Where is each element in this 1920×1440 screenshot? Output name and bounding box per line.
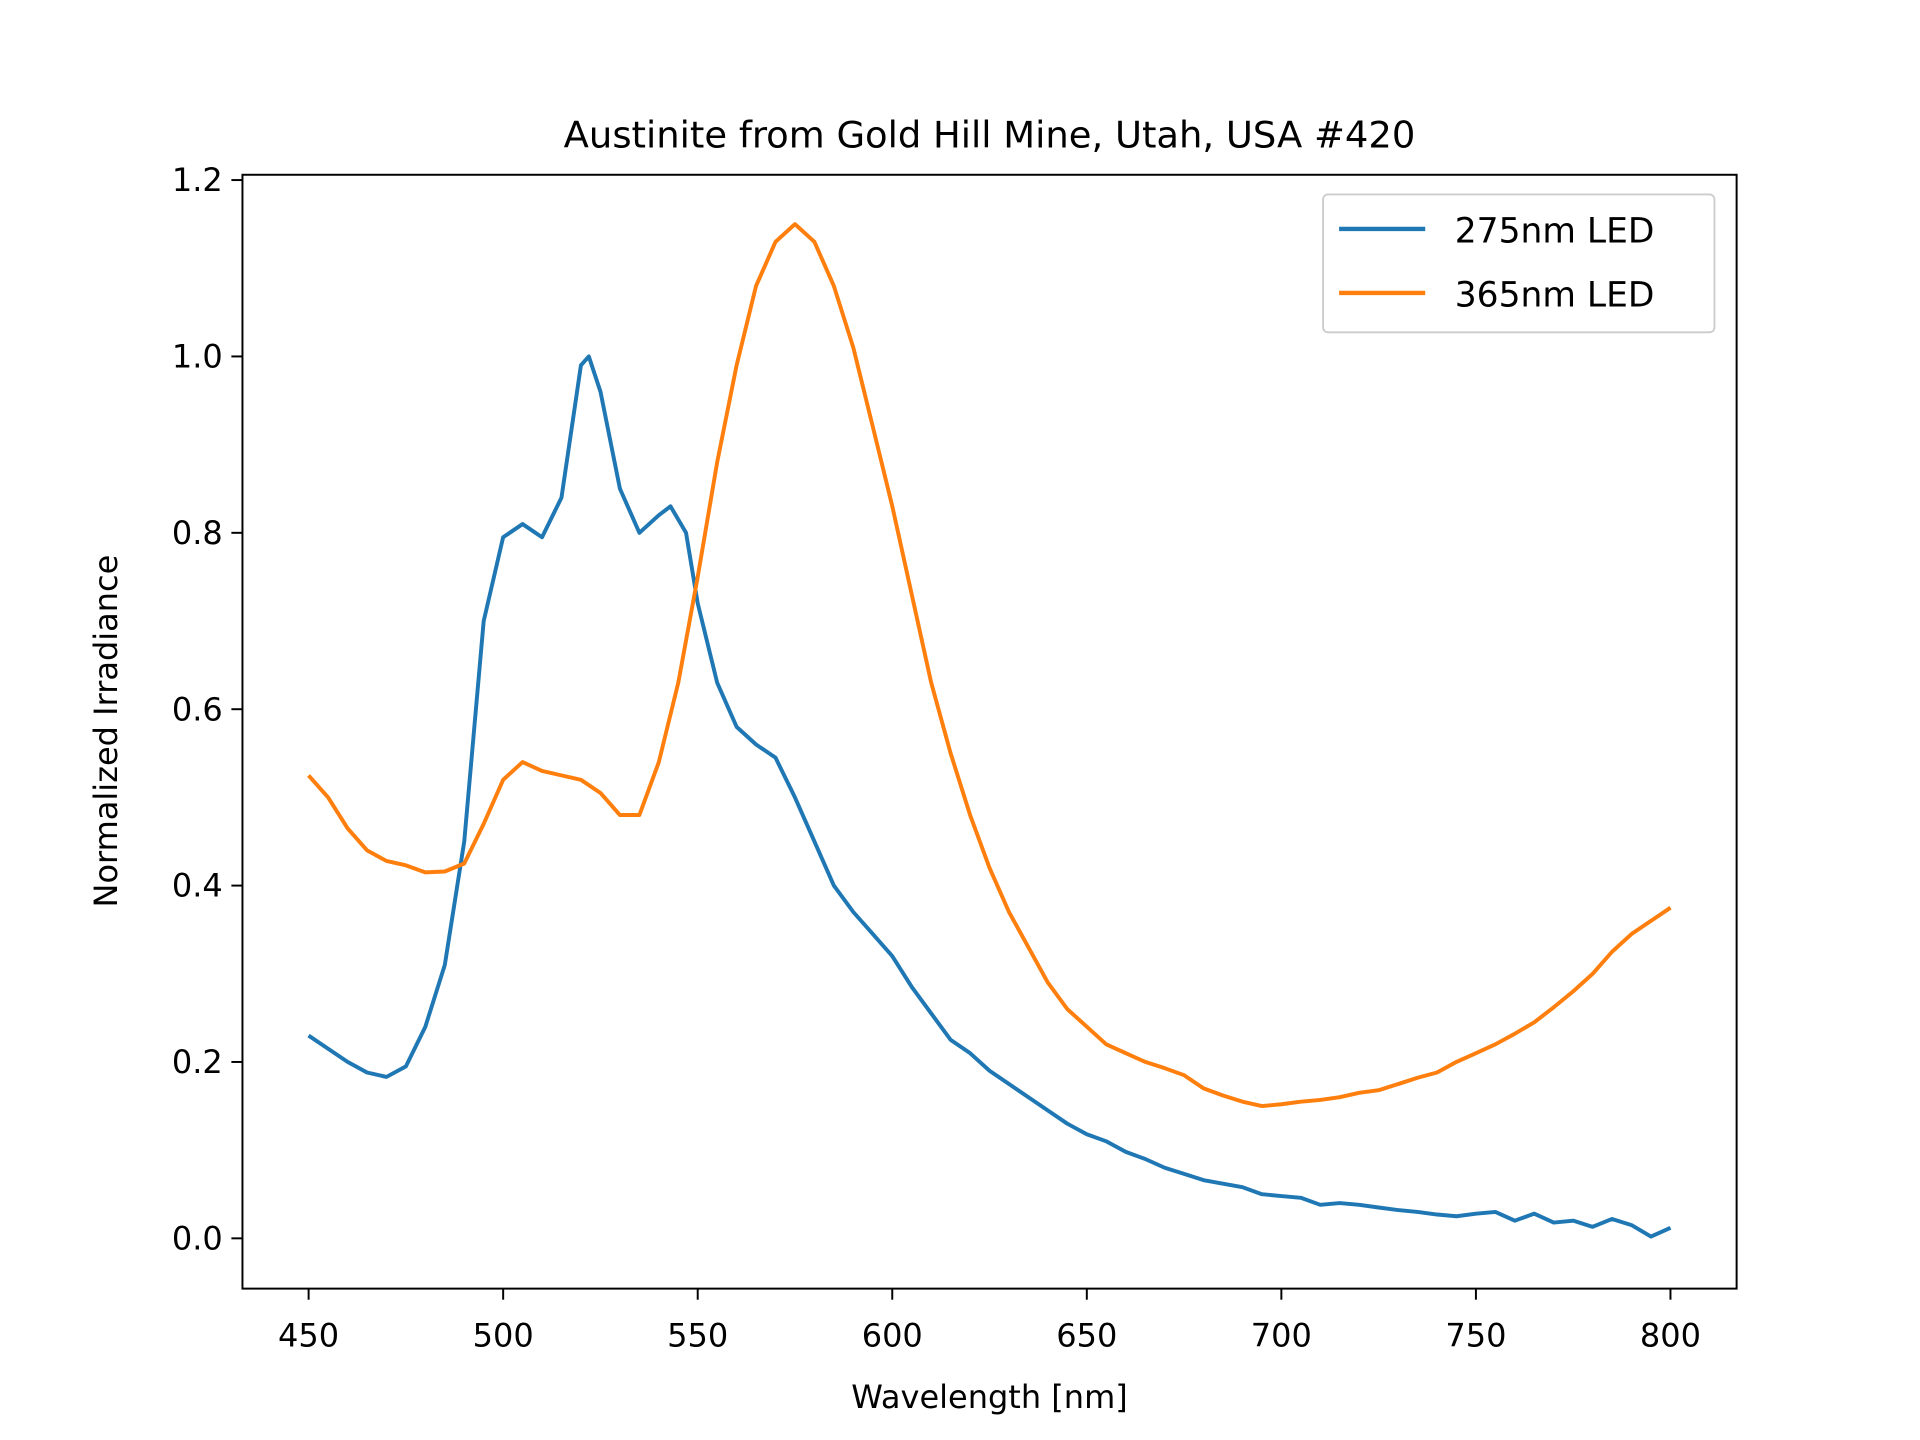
chart-title: Austinite from Gold Hill Mine, Utah, USA… [564, 114, 1416, 157]
x-axis-label: Wavelength [nm] [851, 1378, 1127, 1416]
x-tick-label: 750 [1445, 1316, 1506, 1354]
y-tick-label: 1.0 [172, 338, 223, 376]
series-line-275nm-led [307, 354, 1672, 1239]
y-tick-label: 0.4 [172, 867, 223, 905]
y-axis-label: Normalized Irradiance [87, 555, 125, 908]
series-line-365nm-led [307, 222, 1672, 1109]
series-layer [307, 222, 1672, 1239]
x-tick-label: 700 [1251, 1316, 1312, 1354]
y-tick-label: 0.8 [172, 514, 223, 552]
x-tick-label: 600 [862, 1316, 923, 1354]
y-tick-label: 1.2 [172, 161, 223, 199]
y-tick-label: 0.6 [172, 690, 223, 728]
x-axis: 450 500 550 600 650 700 750 800 [278, 1288, 1701, 1354]
x-tick-label: 500 [473, 1316, 534, 1354]
y-tick-label: 0.0 [172, 1219, 223, 1257]
x-tick-label: 450 [278, 1316, 339, 1354]
y-tick-label: 0.2 [172, 1043, 223, 1081]
legend-label-365nm: 365nm LED [1455, 275, 1655, 315]
x-tick-label: 650 [1056, 1316, 1117, 1354]
axes-frame [241, 173, 1738, 1290]
legend: 275nm LED 365nm LED [1322, 193, 1716, 334]
x-tick-label: 550 [667, 1316, 728, 1354]
legend-label-275nm: 275nm LED [1455, 211, 1655, 251]
x-tick-label: 800 [1640, 1316, 1701, 1354]
y-axis: 0.0 0.2 0.4 0.6 0.8 1.0 1.2 [172, 161, 243, 1257]
